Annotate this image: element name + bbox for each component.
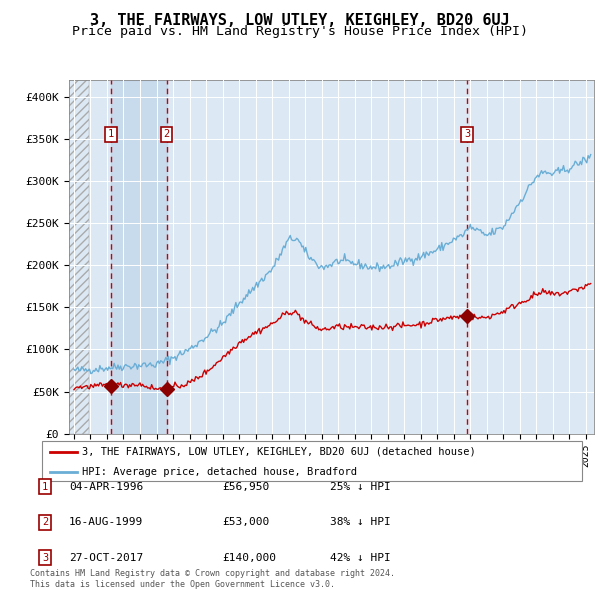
Text: 04-APR-1996: 04-APR-1996	[69, 482, 143, 491]
Text: HPI: Average price, detached house, Bradford: HPI: Average price, detached house, Brad…	[83, 467, 358, 477]
Text: 3, THE FAIRWAYS, LOW UTLEY, KEIGHLEY, BD20 6UJ (detached house): 3, THE FAIRWAYS, LOW UTLEY, KEIGHLEY, BD…	[83, 447, 476, 457]
Text: Contains HM Land Registry data © Crown copyright and database right 2024.
This d: Contains HM Land Registry data © Crown c…	[30, 569, 395, 589]
Text: 3: 3	[464, 129, 470, 139]
Text: Price paid vs. HM Land Registry's House Price Index (HPI): Price paid vs. HM Land Registry's House …	[72, 25, 528, 38]
Text: 2: 2	[164, 129, 170, 139]
Text: 27-OCT-2017: 27-OCT-2017	[69, 553, 143, 562]
Text: £53,000: £53,000	[222, 517, 269, 527]
Text: 42% ↓ HPI: 42% ↓ HPI	[330, 553, 391, 562]
Text: 3, THE FAIRWAYS, LOW UTLEY, KEIGHLEY, BD20 6UJ: 3, THE FAIRWAYS, LOW UTLEY, KEIGHLEY, BD…	[90, 13, 510, 28]
FancyBboxPatch shape	[42, 441, 582, 481]
Text: 38% ↓ HPI: 38% ↓ HPI	[330, 517, 391, 527]
Text: 25% ↓ HPI: 25% ↓ HPI	[330, 482, 391, 491]
Text: 3: 3	[42, 553, 48, 562]
Text: 1: 1	[42, 482, 48, 491]
Text: 2: 2	[42, 517, 48, 527]
Bar	[111, 80, 167, 434]
Text: 16-AUG-1999: 16-AUG-1999	[69, 517, 143, 527]
Text: 1: 1	[108, 129, 114, 139]
Bar	[69, 80, 89, 434]
Text: £140,000: £140,000	[222, 553, 276, 562]
Text: £56,950: £56,950	[222, 482, 269, 491]
